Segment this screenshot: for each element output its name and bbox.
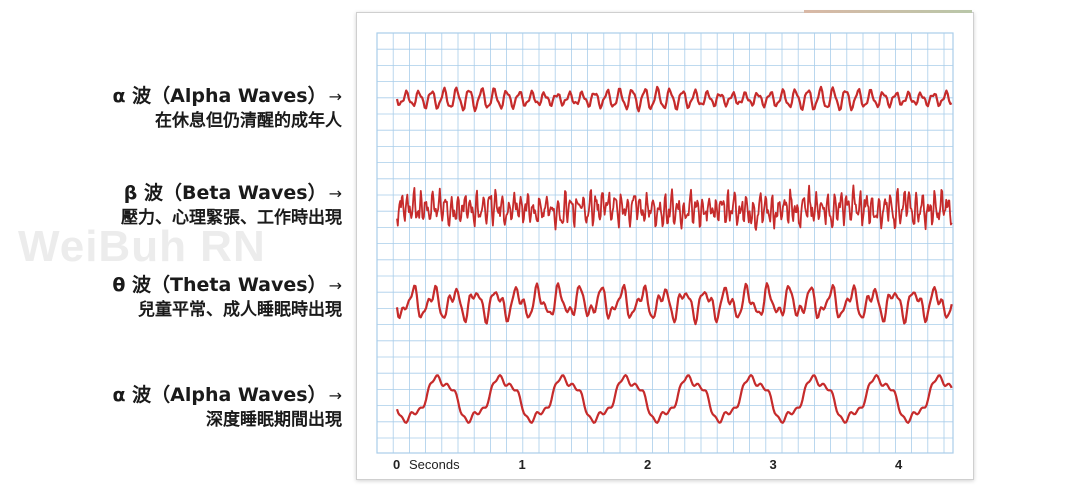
alpha-wave-label: α 波（Alpha Waves） → 在休息但仍清醒的成年人 [112,84,342,133]
delta-wave-title: α 波（Alpha Waves） [112,384,327,406]
watermark: WeiBuh RN [18,222,266,271]
wave-traces [395,85,953,424]
wave-trace-3 [395,282,953,326]
delta-wave-desc: 深度睡眠期間出現 [206,410,342,430]
eeg-chart: 0 1 2 3 4 Seconds [376,32,954,472]
theta-wave-title: θ 波（Theta Waves） [112,274,327,296]
x-axis-ticks: 0 1 2 3 4 Seconds [393,457,903,472]
eeg-chart-panel: 0 1 2 3 4 Seconds [356,12,974,480]
x-tick-label: 1 [519,457,526,472]
alpha-wave-title: α 波（Alpha Waves） [112,85,327,107]
arrow-icon: → [328,87,342,106]
alpha-wave-desc: 在休息但仍清醒的成年人 [155,111,342,131]
theta-wave-desc: 兒童平常、成人睡眠時出現 [138,300,342,320]
x-tick-label: 0 [393,457,400,472]
theta-wave-label: θ 波（Theta Waves） → 兒童平常、成人睡眠時出現 [112,273,342,322]
x-tick-label: 2 [644,457,651,472]
beta-wave-desc: 壓力、心理緊張、工作時出現 [121,208,342,228]
beta-wave-title: β 波（Beta Waves） [123,182,327,204]
wave-labels: α 波（Alpha Waves） → 在休息但仍清醒的成年人 β 波（Beta W… [0,0,360,489]
x-axis-label: Seconds [409,457,460,472]
beta-wave-label: β 波（Beta Waves） → 壓力、心理緊張、工作時出現 [121,181,342,230]
grid-frame [376,32,954,454]
corner-strip [804,10,972,13]
arrow-icon: → [328,184,342,203]
arrow-icon: → [328,386,342,405]
wave-trace-4 [395,374,953,424]
wave-trace-2 [396,184,953,231]
arrow-icon: → [328,276,342,295]
x-tick-label: 4 [895,457,903,472]
delta-wave-label: α 波（Alpha Waves） → 深度睡眠期間出現 [112,383,342,432]
x-tick-label: 3 [770,457,777,472]
wave-trace-1 [395,85,953,113]
